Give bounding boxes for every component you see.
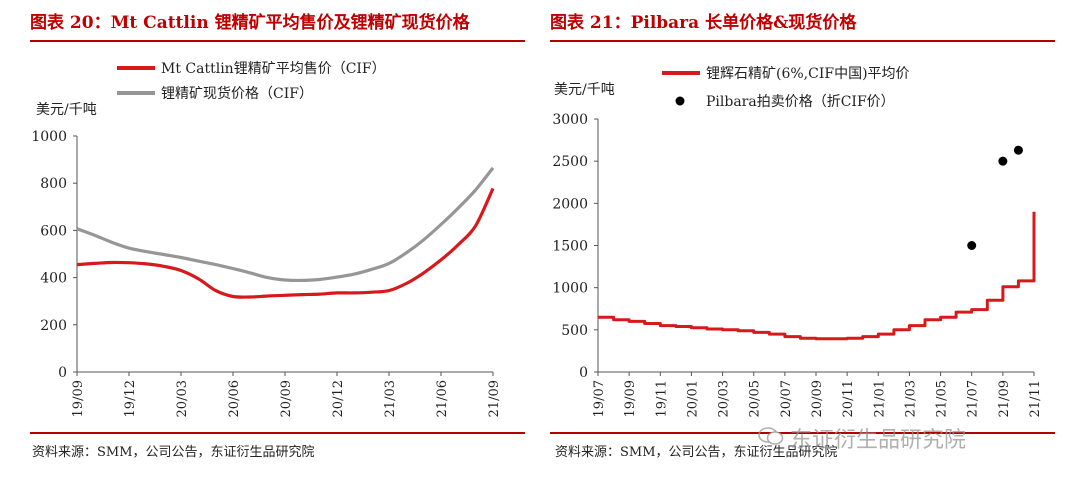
x-tick-label: 21/09 [487, 380, 502, 417]
chart-svg-21: 0 500 1000 1500 2000 2500 3000 19/07 19/09 19/11 2… [552, 66, 1043, 417]
y-tick-label: 1500 [552, 239, 588, 255]
source-note: 资料来源：SMM，公司公告，东证衍生品研究院 [32, 445, 315, 460]
y-tick-label: 0 [579, 365, 588, 381]
x-tick-label: 21/11 [1028, 380, 1043, 417]
scatter-point [998, 156, 1008, 166]
chart-title: 图表 20：Mt Cattlin 锂精矿平均售价及锂精矿现货价格 [30, 13, 470, 33]
legend-label-1: 锂精矿现货价格（CIF） [161, 85, 313, 102]
x-tick-label: 20/05 [748, 380, 763, 417]
y-tick-label: 2500 [552, 154, 588, 170]
y-tick-label: 2000 [552, 196, 588, 212]
series-line-0 [76, 187, 495, 299]
x-tick-label: 21/07 [966, 380, 981, 417]
x-tick-label: 20/06 [227, 380, 242, 417]
x-tick-label: 20/12 [331, 380, 346, 417]
scatter-point [967, 241, 977, 250]
source-rule [30, 432, 525, 434]
y-tick-label: 500 [561, 323, 588, 339]
x-tick-label: 20/09 [279, 380, 294, 417]
y-axis-label: 美元/千吨 [554, 82, 615, 98]
legend-swatch-1 [675, 96, 685, 106]
y-tick-label: 400 [40, 271, 67, 287]
x-tick-label: 19/09 [623, 380, 638, 417]
watermark: 东证衍生品研究院 [790, 428, 967, 453]
legend-label-1: Pilbara拍卖价格（折CIF价） [706, 94, 895, 110]
x-tick-label: 20/03 [717, 380, 732, 417]
x-tick-label: 19/07 [592, 380, 607, 417]
title-rule [550, 40, 1055, 42]
chart-panel-21: 图表 21：Pilbara 长单价格&现货价格 0 500 1000 1500 2000… [550, 0, 1080, 488]
chart-svg-20: 0 200 400 600 800 1000 19/09 19/12 20/03 20/06 20/… [31, 61, 502, 417]
x-tick-label: 20/11 [841, 380, 856, 417]
y-tick-label: 1000 [552, 281, 588, 297]
x-tick-label: 21/09 [997, 380, 1012, 417]
x-tick-label: 19/12 [123, 380, 138, 417]
x-tick-label: 21/01 [872, 380, 887, 417]
y-tick-label: 200 [40, 318, 67, 334]
y-tick-label: 600 [40, 223, 67, 239]
y-tick-label: 3000 [552, 112, 588, 128]
source-rule [550, 432, 1055, 434]
chart-title: 图表 21：Pilbara 长单价格&现货价格 [550, 13, 857, 33]
series-line-1 [76, 166, 495, 283]
x-tick-label: 21/06 [435, 380, 450, 417]
x-tick-label: 21/05 [935, 380, 950, 417]
legend-label-0: Mt Cattlin锂精矿平均售价（CIF） [161, 61, 386, 77]
series-line-0 [598, 211, 1036, 341]
x-tick-label: 21/03 [383, 380, 398, 417]
wechat-icon [758, 427, 784, 445]
y-tick-label: 1000 [31, 129, 67, 145]
x-tick-label: 20/09 [810, 380, 825, 417]
y-axis-label: 美元/千吨 [36, 102, 97, 118]
x-tick-label: 19/11 [654, 380, 669, 417]
x-tick-label: 20/07 [779, 380, 794, 417]
y-tick-label: 800 [40, 176, 67, 192]
source-note: 资料来源：SMM，公司公告，东证衍生品研究院 [555, 445, 838, 460]
scatter-point [1013, 145, 1023, 155]
chart-panel-20: 图表 20：Mt Cattlin 锂精矿平均售价及锂精矿现货价格 0 200 400… [0, 0, 530, 488]
title-rule [30, 40, 525, 42]
y-tick-label: 0 [58, 365, 67, 381]
x-tick-label: 20/03 [175, 380, 190, 417]
x-tick-label: 19/09 [71, 380, 86, 417]
x-tick-label: 20/01 [685, 380, 700, 417]
x-tick-label: 21/03 [903, 380, 918, 417]
legend-label-0: 锂辉石精矿(6%,CIF中国)平均价 [706, 66, 910, 82]
